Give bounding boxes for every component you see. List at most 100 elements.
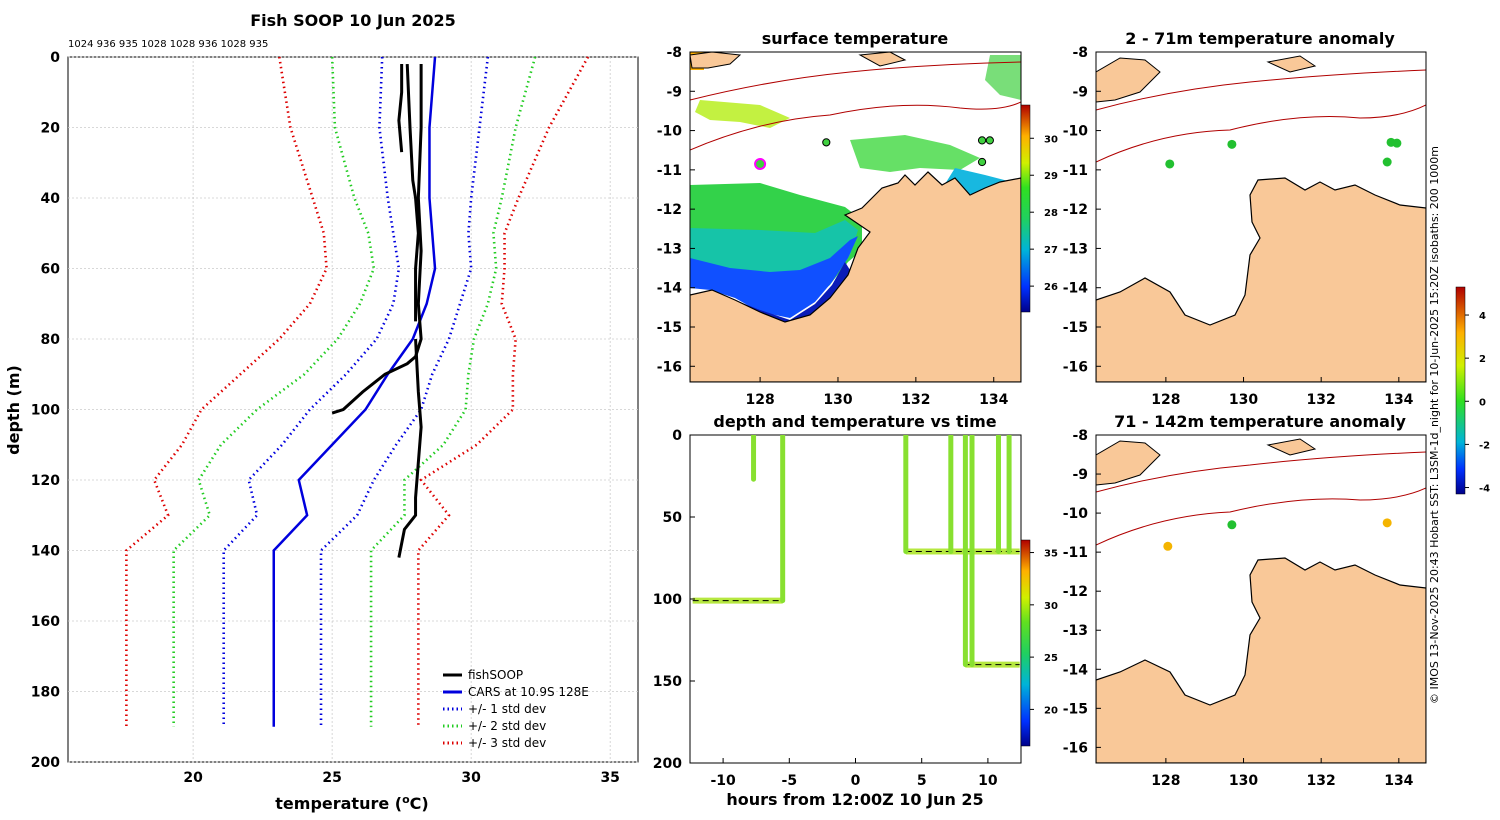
profile-xtick-label: 25: [322, 770, 341, 786]
profile-ytick-label: 160: [31, 614, 60, 630]
anomaly-shallow-isobath-200: [1096, 104, 1426, 163]
anomaly-shallow-point: [1227, 139, 1237, 149]
anomaly-shallow-ytick-label: -15: [1063, 320, 1088, 336]
anomaly-deep-ytick-label: -13: [1063, 623, 1088, 639]
depth-time-ytick-label: 100: [653, 592, 682, 608]
anomaly-shallow-point: [1165, 159, 1175, 169]
anomaly-deep-isobath-200: [1096, 487, 1426, 546]
anomaly-deep-island-ne: [1266, 438, 1317, 456]
depth-time-ytick-label: 50: [663, 510, 683, 526]
sst-stations: [754, 136, 994, 170]
anomaly-shallow-ytick-label: -8: [1072, 45, 1088, 61]
profile-title: Fish SOOP 10 Jun 2025: [250, 11, 456, 30]
sst-ytick-label: -10: [657, 124, 683, 140]
depth-time-cbtick-label: 35: [1044, 549, 1058, 560]
anomaly-shallow-xtick-label: 128: [1151, 392, 1180, 408]
anomaly-cbtick-label: 2: [1479, 354, 1486, 365]
sst-ytick-label: -14: [657, 281, 683, 297]
sst-cbtick-label: 27: [1044, 245, 1058, 256]
depth-time-colorbar: [1020, 539, 1031, 747]
profile-xtick-label: 30: [461, 770, 481, 786]
profile-series--3-std-dev: [417, 56, 590, 727]
anomaly-deep-xtick-label: 128: [1151, 773, 1180, 789]
profile-grid: [68, 56, 638, 763]
legend-label-std1: +/- 1 std dev: [468, 702, 546, 716]
profile-fishsoop-cast: [405, 63, 420, 322]
anomaly-deep-ytick-label: -15: [1063, 701, 1088, 717]
anomaly-shallow-isobath-1000: [1096, 69, 1426, 111]
sst-cbtick-label: 29: [1044, 171, 1058, 182]
sst-patch-nw-yellow: [695, 100, 790, 128]
depth-time-xtick-label: 10: [978, 773, 998, 789]
profile-xlabel-text: temperature (: [275, 794, 402, 813]
anomaly-shallow-point: [1392, 138, 1402, 148]
anomaly-deep-ytick-label: -12: [1063, 584, 1088, 600]
sst-station-marker: [822, 138, 831, 147]
anomaly-map-deep: 128 130 132 134 -8 -9 -10 -11 -12 -13 -14 -15 -16 71…: [1063, 286, 1490, 789]
anomaly-shallow-ticks: 128 130 132 134 -8 -9 -10 -11 -12 -13 -14 -15 -16: [1063, 45, 1414, 408]
profile-xlabel-unit: C): [410, 794, 429, 813]
profile-lines: [125, 56, 590, 727]
profile-fishsoop-cast: [331, 64, 423, 415]
anomaly-deep-xtick-label: 132: [1307, 773, 1336, 789]
profile-ytick-label: 60: [41, 262, 61, 278]
anomaly-deep-ytick-label: -8: [1072, 428, 1088, 444]
anomaly-shallow-ytick-label: -11: [1063, 163, 1088, 179]
sst-xtick-label: 132: [901, 392, 930, 408]
sst-title: surface temperature: [762, 29, 949, 48]
profile-series--1-std-dev: [222, 56, 401, 727]
profile-legend: fishSOOP CARS at 10.9S 128E +/- 1 std de…: [443, 668, 589, 750]
anomaly-cbtick-label: -2: [1479, 440, 1490, 451]
anomaly-shallow-ytick-label: -14: [1063, 281, 1089, 297]
anomaly-deep-land: [1096, 557, 1426, 763]
sst-ytick-label: -13: [657, 241, 682, 257]
depth-time-xtick-label: -5: [782, 773, 798, 789]
surface-temperature-map: 128 130 132 134 -8 -9 -10 -11 -12 -13 -14 -15 -16 su…: [657, 29, 1058, 408]
sst-ytick-label: -15: [657, 320, 682, 336]
anomaly-shallow-title: 2 - 71m temperature anomaly: [1125, 29, 1395, 48]
sst-island-ne: [858, 52, 907, 67]
profile-ytick-label: 200: [31, 755, 60, 771]
depth-time-ytick-label: 200: [653, 756, 682, 772]
anomaly-cbtick-label: -4: [1479, 484, 1490, 495]
figure-credit: © IMOS 13-Nov-2025 20:43 Hobart SST: L3S…: [1428, 146, 1441, 704]
profile-ytick-label: 40: [41, 191, 61, 207]
sst-ytick-label: -12: [657, 202, 682, 218]
anomaly-shallow-ytick-label: -10: [1063, 124, 1089, 140]
sst-field: [690, 52, 1021, 332]
anomaly-deep-xtick-label: 130: [1229, 773, 1258, 789]
anomaly-shallow-frame: [1095, 51, 1427, 383]
profile-series-cars-at-10-9s-128e: [272, 56, 437, 727]
sst-station-marker-highlight: [754, 157, 767, 170]
anomaly-deep-ytick-label: -10: [1063, 506, 1089, 522]
anomaly-shallow-land: [1096, 177, 1426, 382]
sst-ytick-label: -11: [657, 163, 682, 179]
sst-cbtick-label: 30: [1044, 134, 1058, 145]
anomaly-shallow-ytick-label: -16: [1063, 359, 1088, 375]
depth-time-xlabel: hours from 12:00Z 10 Jun 25: [726, 790, 983, 809]
profile-ytick-label: 180: [31, 685, 60, 701]
profile-ytick-label: 20: [41, 121, 61, 137]
depth-time-cbtick-label: 20: [1044, 705, 1058, 716]
anomaly-shallow-xtick-label: 134: [1384, 392, 1413, 408]
depth-time-xtick-label: 5: [917, 773, 927, 789]
anomaly-shallow-xtick-label: 130: [1229, 392, 1258, 408]
sst-patch-ne-green: [985, 55, 1021, 100]
anomaly-deep-ticks: 128 130 132 134 -8 -9 -10 -11 -12 -13 -14 -15 -16: [1063, 428, 1414, 789]
profile-fishsoop-cast: [397, 64, 404, 153]
anomaly-deep-ytick-label: -14: [1063, 662, 1089, 678]
anomaly-deep-points: [1163, 518, 1392, 551]
temperature-profile-chart: 20 25 30 35 0 20 40 60 80 100 120 140 160 180 200 Fish…: [4, 11, 639, 813]
anomaly-deep-point: [1227, 520, 1237, 530]
anomaly-cbtick-label: 4: [1479, 311, 1486, 322]
depth-time-title: depth and temperature vs time: [713, 412, 996, 431]
sst-isobath-200: [690, 101, 1021, 151]
profile-xlabel: temperature (oC): [275, 793, 428, 813]
profile-xtick-label: 20: [183, 770, 203, 786]
sst-cbtick-label: 26: [1044, 282, 1058, 293]
anomaly-shallow-island: [1096, 57, 1161, 103]
anomaly-deep-xtick-label: 134: [1384, 773, 1413, 789]
profile-xlabel-sup: o: [402, 793, 410, 806]
depth-time-ytick-label: 150: [653, 674, 682, 690]
